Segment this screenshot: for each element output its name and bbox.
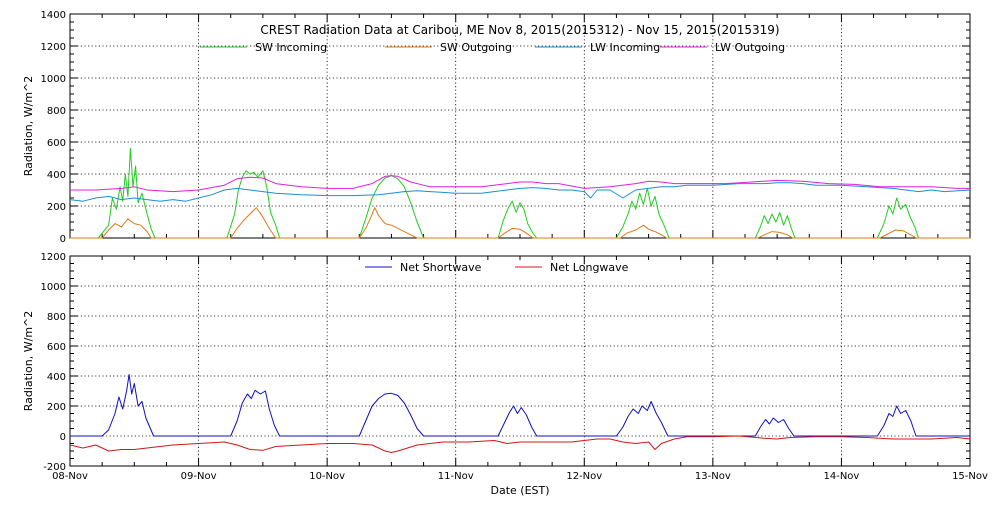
x-tick-label: 13-Nov xyxy=(695,471,731,482)
bottom-ytick-label: -200 xyxy=(43,462,66,473)
series-line-net-shortwave xyxy=(70,374,970,437)
bottom-ytick-label: 200 xyxy=(47,402,66,413)
series-line-net-longwave xyxy=(69,435,971,453)
series-line-lw-outgoing xyxy=(70,175,970,193)
legend-label-net-shortwave: Net Shortwave xyxy=(400,261,482,274)
bottom-ytick-label: 600 xyxy=(47,342,66,353)
legend-label-sw-incoming: SW Incoming xyxy=(255,41,327,54)
legend-label-lw-incoming: LW Incoming xyxy=(590,41,660,54)
top-ytick-label: 1200 xyxy=(41,42,66,53)
bottom-plot-frame xyxy=(69,255,971,467)
bottom-ytick-label: 1200 xyxy=(41,252,66,263)
x-axis-label: Date (EST) xyxy=(490,484,549,497)
bottom-y-axis-label: Radiation, W/m^2 xyxy=(22,311,35,412)
x-tick-label: 15-Nov xyxy=(952,471,988,482)
bottom-ytick-label: 400 xyxy=(47,372,66,383)
legend-label-sw-outgoing: SW Outgoing xyxy=(440,41,512,54)
top-ytick-label: 0 xyxy=(60,234,66,245)
top-ytick-label: 400 xyxy=(47,170,66,181)
x-tick-label: 11-Nov xyxy=(438,471,474,482)
x-tick-label: 09-Nov xyxy=(181,471,217,482)
top-ytick-label: 800 xyxy=(47,106,66,117)
top-ytick-label: 1400 xyxy=(41,10,66,21)
legend-label-net-longwave: Net Longwave xyxy=(550,261,629,274)
x-tick-label: 14-Nov xyxy=(823,471,859,482)
bottom-ytick-label: 800 xyxy=(47,312,66,323)
bottom-ytick-label: 1000 xyxy=(41,282,66,293)
top-ytick-label: 200 xyxy=(47,202,66,213)
x-tick-label: 10-Nov xyxy=(309,471,345,482)
series-line-lw-incoming xyxy=(69,182,971,202)
x-tick-label: 08-Nov xyxy=(52,471,88,482)
series-line-sw-outgoing xyxy=(70,207,970,239)
x-tick-label: 12-Nov xyxy=(566,471,602,482)
bottom-ytick-label: 0 xyxy=(60,432,66,443)
top-plot-frame xyxy=(69,13,971,239)
series-line-sw-incoming xyxy=(70,147,970,239)
top-y-axis-label: Radiation, W/m^2 xyxy=(22,76,35,177)
top-ytick-label: 1000 xyxy=(41,74,66,85)
chart-title: CREST Radiation Data at Caribou, ME Nov … xyxy=(260,23,779,37)
legend-label-lw-outgoing: LW Outgoing xyxy=(715,41,785,54)
top-ytick-label: 600 xyxy=(47,138,66,149)
